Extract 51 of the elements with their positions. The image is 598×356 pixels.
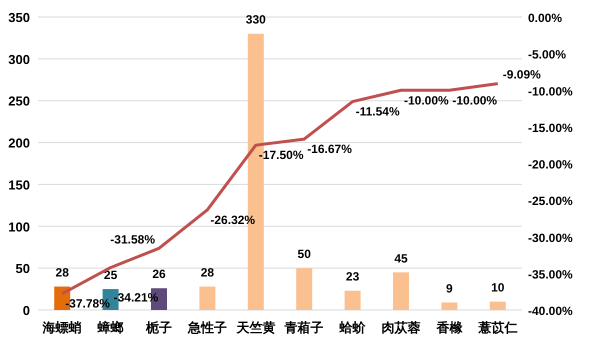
data-label: 23 — [346, 270, 360, 284]
y2-tick-label: -35.00% — [528, 267, 574, 282]
bar — [344, 290, 361, 310]
y2-tick-label: -15.00% — [528, 120, 574, 135]
data-label: 26 — [152, 267, 166, 282]
y2-tick-label: -20.00% — [528, 158, 574, 172]
x-tick-label: 肉苁蓉 — [382, 320, 420, 335]
data-label: 10 — [491, 280, 505, 295]
y2-tick-label: -5.00% — [528, 48, 566, 62]
data-label: 28 — [200, 266, 214, 280]
data-label: -31.58% — [110, 232, 156, 246]
x-tick-label: 青葙子 — [284, 320, 324, 335]
data-label: -11.54% — [356, 104, 400, 119]
y2-tick-label: -40.00% — [528, 304, 574, 318]
x-tick-label: 薏苡仁 — [477, 320, 518, 335]
data-label: -10.00% — [404, 93, 450, 108]
y-tick-label: 250 — [8, 94, 30, 109]
x-tick-label: 栀子 — [145, 320, 172, 335]
data-label: 9 — [446, 281, 454, 296]
data-label: 28 — [56, 266, 70, 280]
data-label: -16.67% — [307, 142, 352, 156]
data-label: 25 — [104, 268, 118, 282]
data-label: 50 — [298, 247, 312, 262]
y2-tick-label: -30.00% — [528, 230, 574, 245]
y-tick-label: 100 — [8, 219, 30, 234]
bar — [393, 272, 409, 310]
bar — [296, 268, 312, 310]
data-label: 330 — [246, 12, 266, 27]
y-tick-label: 200 — [8, 136, 30, 151]
bar — [441, 302, 458, 310]
bar — [199, 286, 216, 310]
x-tick-label: 蛤蚧 — [338, 320, 367, 335]
data-label: -9.09% — [502, 68, 542, 82]
data-label: -26.32% — [210, 212, 256, 227]
x-tick-label: 天竺黄 — [235, 320, 276, 335]
x-tick-label: 急性子 — [186, 320, 227, 335]
y-tick-label: 300 — [8, 52, 30, 67]
data-label: -17.50% — [258, 148, 304, 162]
x-tick-label: 香橼 — [435, 320, 464, 335]
data-label: -10.00% — [452, 93, 498, 108]
y-tick-label: 0 — [22, 303, 30, 318]
y2-tick-label: -10.00% — [528, 84, 574, 98]
x-tick-label: 海螵蛸 — [42, 320, 82, 335]
x-tick-label: 蟑螂 — [96, 320, 124, 335]
bar — [490, 302, 506, 310]
y-tick-label: 350 — [8, 10, 30, 25]
y-tick-label: 150 — [8, 177, 30, 192]
y2-tick-label: 0.00% — [528, 11, 562, 25]
y2-tick-label: -25.00% — [528, 194, 574, 208]
data-label: 45 — [394, 251, 408, 266]
y-tick-label: 50 — [16, 261, 30, 276]
